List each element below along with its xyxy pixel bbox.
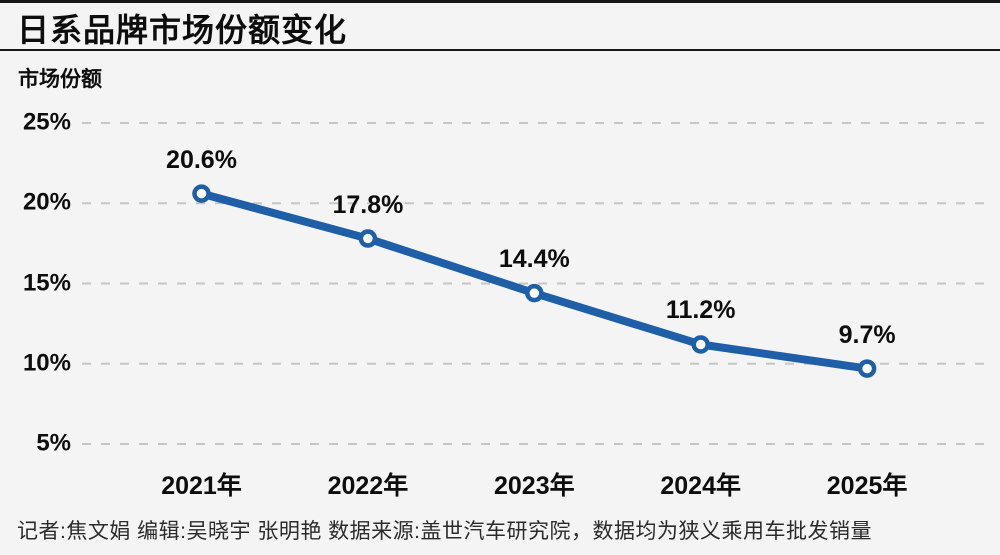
x-tick-label-2025年: 2025年 bbox=[826, 472, 908, 500]
title-divider bbox=[0, 49, 1000, 51]
x-tick-label-2022年: 2022年 bbox=[327, 472, 409, 500]
y-tick-label-5: 5% bbox=[36, 429, 71, 457]
data-point-marker-2024年 bbox=[691, 335, 710, 354]
y-tick-label-25: 25% bbox=[22, 108, 71, 136]
top-rule bbox=[0, 0, 1000, 3]
data-point-marker-2025年 bbox=[857, 359, 877, 378]
data-point-marker-2023年 bbox=[525, 283, 544, 303]
x-tick-label-2024年: 2024年 bbox=[660, 472, 741, 500]
point-value-label-2023年: 14.4% bbox=[498, 245, 570, 274]
point-value-label-2025年: 9.7% bbox=[838, 320, 896, 349]
point-value-label-2024年: 11.2% bbox=[665, 296, 736, 325]
x-tick-label-2021年: 2021年 bbox=[161, 472, 242, 500]
y-tick-label-15: 15% bbox=[22, 268, 71, 296]
data-point-marker-2022年 bbox=[358, 229, 378, 248]
trend-line bbox=[197, 189, 872, 373]
y-tick-label-10: 10% bbox=[22, 349, 71, 377]
point-value-label-2021年: 20.6% bbox=[166, 145, 237, 174]
footer-credits: 记者:焦文娟 编辑:吴晓宇 张明艳 数据来源:盖世汽车研究院，数据均为狭义乘用车… bbox=[17, 520, 873, 543]
page-title: 日系品牌市场份额变化 bbox=[17, 12, 348, 48]
data-point-marker-2021年 bbox=[192, 184, 211, 203]
y-tick-label-20: 20% bbox=[22, 188, 71, 216]
point-value-label-2022年: 17.8% bbox=[332, 190, 404, 219]
x-tick-label-2023年: 2023年 bbox=[493, 472, 575, 500]
y-axis-title: 市场份额 bbox=[18, 68, 102, 91]
